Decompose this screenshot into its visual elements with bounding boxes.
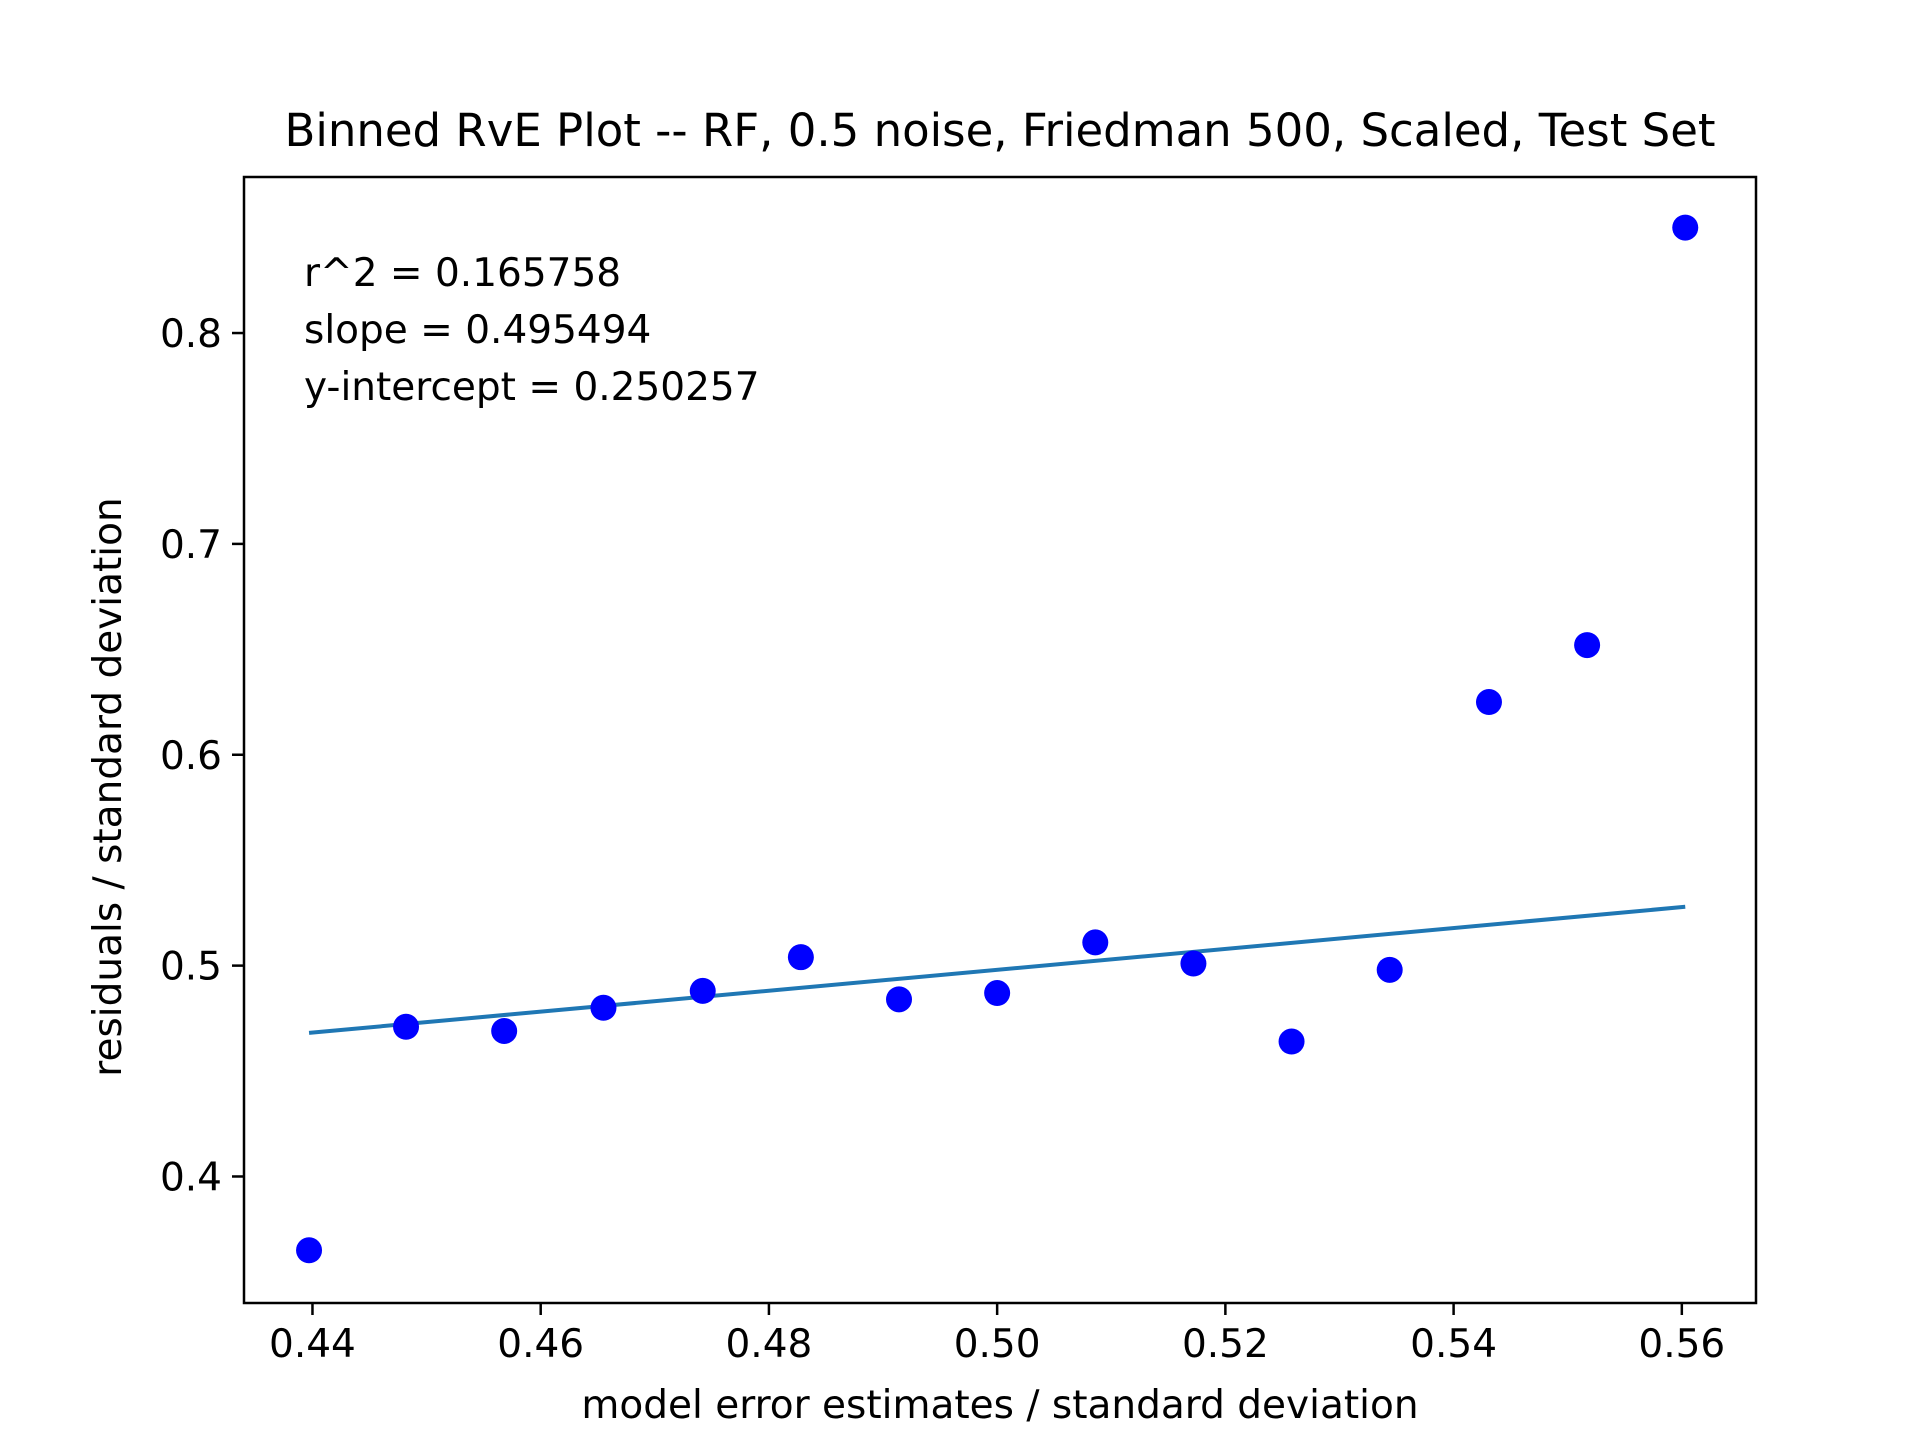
data-point [1376,956,1403,983]
data-point [1574,632,1601,659]
axis-ticks: 0.44 0.46 0.48 0.50 0.52 0.54 0.56 0.4 0.5 0.6 0.7… [160,312,1725,1367]
data-point [1278,1028,1305,1055]
y-tick-label: 0.7 [160,523,222,568]
x-tick-label: 0.48 [725,1322,812,1367]
x-tick-label: 0.52 [1182,1322,1269,1367]
stats-annotation: r^2 = 0.165758 [304,251,621,296]
data-point [984,980,1011,1007]
data-point [393,1013,420,1040]
data-point [296,1237,323,1264]
data-point [689,977,716,1004]
data-point [590,994,617,1021]
data-point [1475,689,1502,716]
stats-annotation: slope = 0.495494 [304,308,651,353]
stats-annotations: r^2 = 0.165758 slope = 0.495494 y-intercep… [304,251,760,410]
data-point [886,986,913,1013]
y-axis-label: residuals / standard deviation [86,497,131,1076]
stats-annotation: y-intercept = 0.250257 [304,365,760,410]
x-tick-label: 0.44 [269,1322,356,1367]
plot-frame [242,175,1758,1305]
data-point [1672,214,1699,241]
x-tick-label: 0.54 [1410,1322,1497,1367]
y-tick-label: 0.8 [160,312,222,357]
chart-title: Binned RvE Plot -- RF, 0.5 noise, Friedm… [284,104,1715,157]
x-tick-label: 0.46 [497,1322,584,1367]
data-point [1180,950,1207,977]
y-tick-label: 0.5 [160,945,222,990]
y-tick-label: 0.6 [160,734,222,779]
data-point [787,944,814,971]
fit-line [308,904,1686,1035]
data-points [296,214,1699,1264]
x-tick-label: 0.50 [954,1322,1041,1367]
y-tick-label: 0.4 [160,1155,222,1200]
x-axis-label: model error estimates / standard deviati… [581,1383,1418,1428]
x-tick-label: 0.56 [1638,1322,1725,1367]
data-point [1082,929,1109,956]
data-point [491,1017,518,1044]
